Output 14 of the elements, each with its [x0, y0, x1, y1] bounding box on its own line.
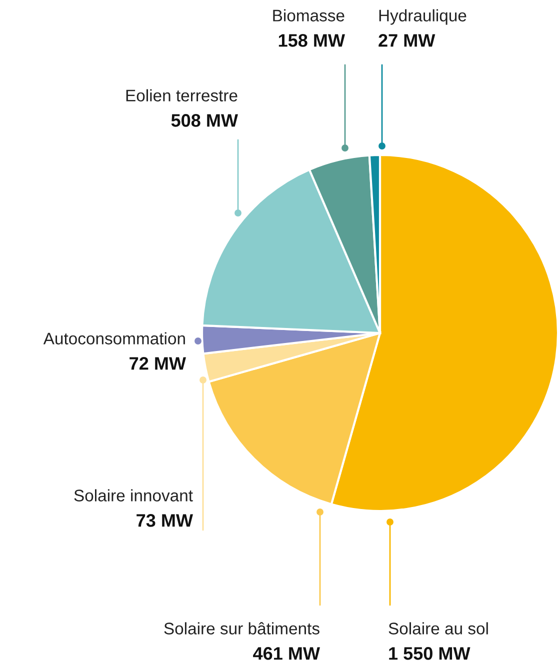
data-label: 158 MW [278, 34, 345, 47]
slice-label: Solaire au sol [388, 622, 488, 634]
data-label: 72 MW [130, 357, 186, 370]
data-label: 461 MW [253, 647, 320, 660]
slice-label: Hydraulique [379, 9, 466, 25]
data-label: 73 MW [136, 514, 193, 527]
data-label: 1 550 MW [389, 647, 470, 660]
slice-label: Eolien terrestre [126, 89, 238, 102]
slice-label: Biomasse [273, 9, 344, 22]
data-label: 508 MW [171, 114, 238, 127]
data-label: 27 MW [378, 34, 436, 47]
slice-label: Solaire sur bâtiments [164, 622, 320, 634]
slice-label: Solaire innovant [74, 489, 193, 502]
legend-label: Autoconsommation [43, 332, 185, 344]
